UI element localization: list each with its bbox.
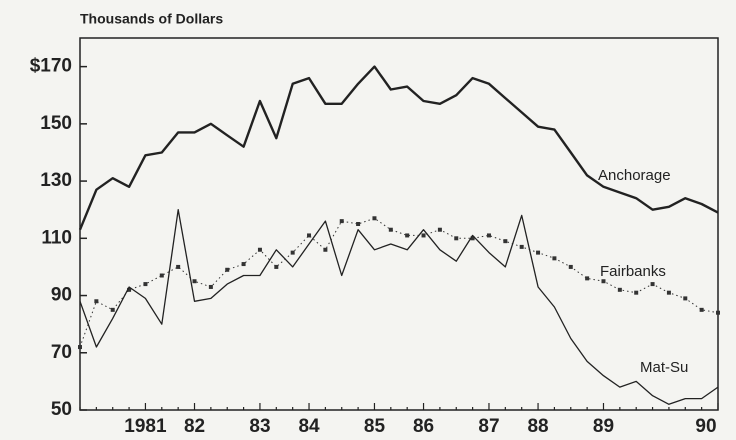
point-marker — [274, 264, 279, 269]
point-marker — [225, 267, 230, 272]
point-marker — [617, 287, 622, 292]
point-marker — [192, 279, 197, 284]
point-marker — [290, 250, 295, 255]
series-line — [79, 209, 719, 405]
point-marker — [94, 299, 99, 304]
point-marker — [470, 236, 475, 241]
point-marker — [421, 233, 426, 238]
point-marker — [372, 216, 377, 221]
point-marker — [634, 290, 639, 295]
point-marker — [176, 264, 181, 269]
x-tick-label: 85 — [364, 416, 386, 437]
point-marker — [454, 236, 459, 241]
point-marker — [536, 250, 541, 255]
point-marker — [437, 227, 442, 232]
y-tick-label: 110 — [41, 227, 72, 248]
series-label: Anchorage — [598, 167, 671, 184]
x-tick-label: 83 — [249, 416, 270, 437]
y-tick-label: 50 — [51, 399, 72, 420]
y-tick-label: 70 — [51, 342, 72, 363]
y-tick-label: 90 — [51, 285, 72, 306]
point-marker — [257, 247, 262, 252]
point-marker — [683, 296, 688, 301]
point-marker — [307, 233, 312, 238]
point-marker — [143, 282, 148, 287]
point-marker — [241, 262, 246, 267]
x-tick-label: 82 — [184, 416, 205, 437]
x-tick-label: 1981 — [124, 416, 167, 437]
x-tick-label: 84 — [298, 416, 320, 437]
point-marker — [208, 284, 213, 289]
series-line — [79, 217, 719, 348]
x-tick-label: 88 — [527, 416, 548, 437]
point-marker — [666, 290, 671, 295]
x-tick-label: 87 — [478, 416, 499, 437]
x-tick-label: 89 — [593, 416, 614, 437]
point-marker — [323, 247, 328, 252]
x-tick-label: 86 — [413, 416, 434, 437]
point-marker — [650, 282, 655, 287]
point-marker — [585, 276, 590, 281]
point-marker — [552, 256, 557, 261]
plot-frame — [79, 37, 719, 411]
y-tick-label: 150 — [40, 113, 72, 134]
series-label: Mat-Su — [640, 359, 688, 376]
y-tick-label: 130 — [40, 170, 72, 191]
point-marker — [356, 222, 361, 226]
point-marker — [388, 227, 393, 232]
point-marker — [127, 287, 132, 292]
point-marker — [601, 279, 606, 284]
series-label: Fairbanks — [600, 263, 666, 280]
point-marker — [568, 264, 573, 269]
y-tick-label: $170 — [30, 56, 72, 77]
x-tick-label: 90 — [695, 416, 716, 437]
point-marker — [519, 244, 524, 249]
point-marker — [78, 345, 82, 350]
series-line — [78, 65, 719, 231]
point-marker — [486, 233, 491, 238]
point-marker — [716, 310, 720, 315]
point-marker — [339, 219, 344, 224]
point-marker — [110, 307, 115, 312]
point-marker — [699, 307, 704, 312]
point-marker — [503, 239, 508, 244]
point-marker — [405, 233, 410, 238]
chart-title: Thousands of Dollars — [80, 11, 223, 27]
point-marker — [159, 273, 164, 278]
